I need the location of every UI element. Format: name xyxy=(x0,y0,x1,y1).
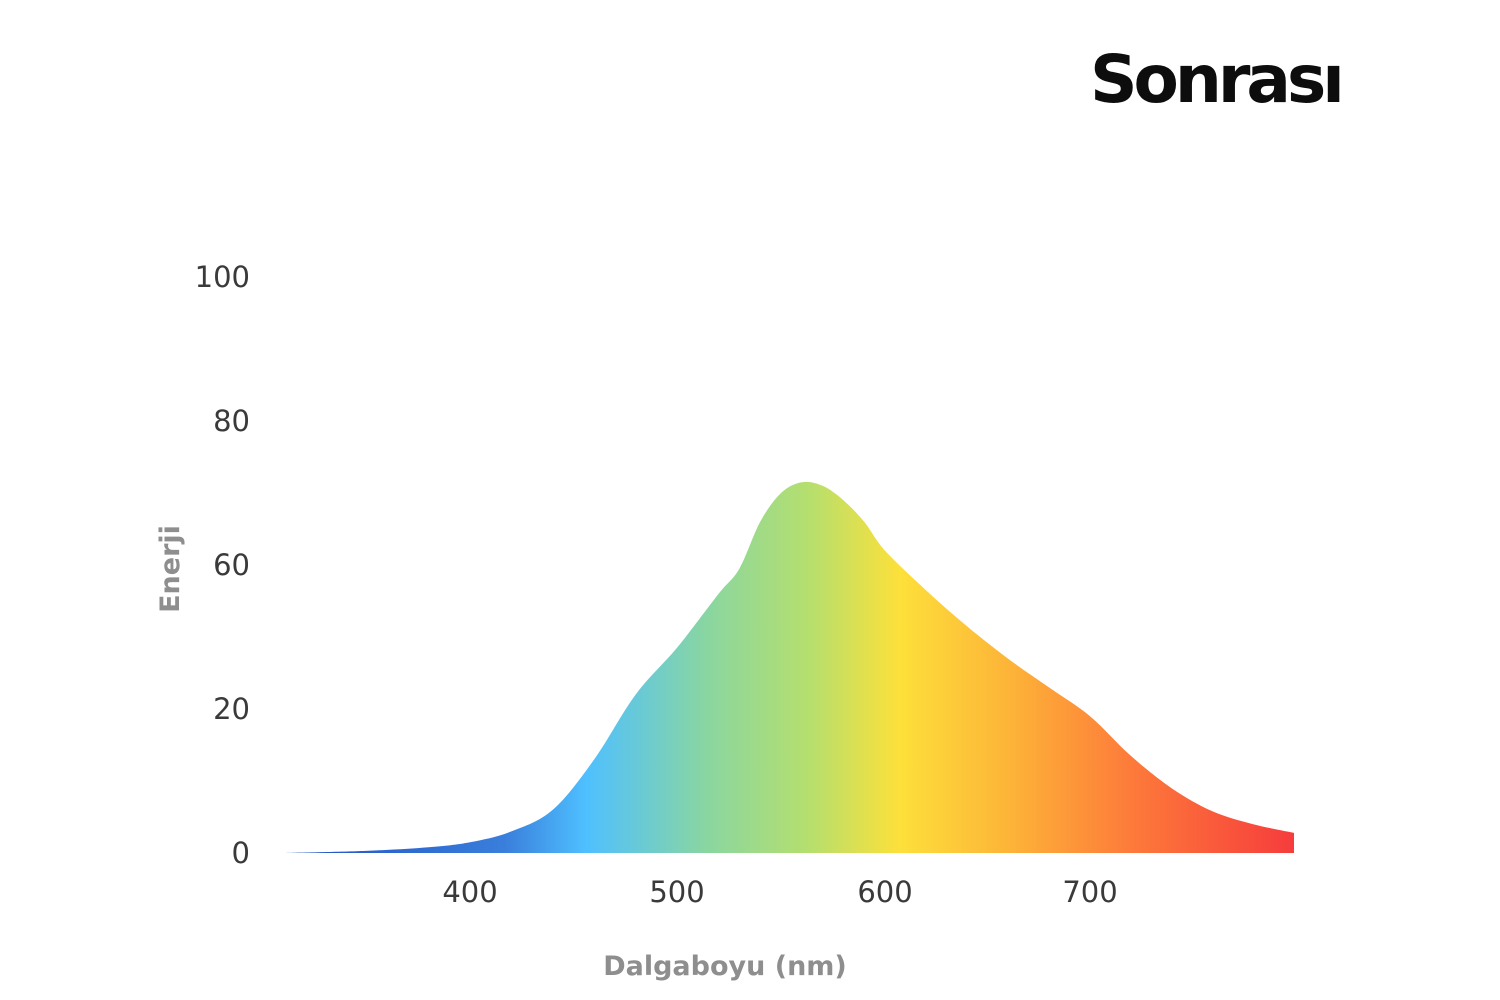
y-tick-label: 60 xyxy=(213,548,250,582)
sonrasi-logo: Sonrası xyxy=(1090,41,1345,118)
y-tick-label: 0 xyxy=(232,836,250,870)
x-axis-label: Dalgaboyu (nm) xyxy=(603,951,847,982)
x-tick-label: 700 xyxy=(1062,875,1117,909)
y-axis-label: Enerji xyxy=(155,525,186,613)
y-tick-label: 80 xyxy=(213,404,250,438)
y-tick-label: 20 xyxy=(213,692,250,726)
x-tick-label: 600 xyxy=(857,875,912,909)
energy-area xyxy=(283,481,1294,853)
y-tick-labels: 0 20 60 80 100 xyxy=(195,260,250,870)
x-tick-labels: 400 500 600 700 xyxy=(442,875,1117,909)
y-tick-label: 100 xyxy=(195,260,250,294)
x-tick-label: 400 xyxy=(442,875,497,909)
x-tick-label: 500 xyxy=(649,875,704,909)
